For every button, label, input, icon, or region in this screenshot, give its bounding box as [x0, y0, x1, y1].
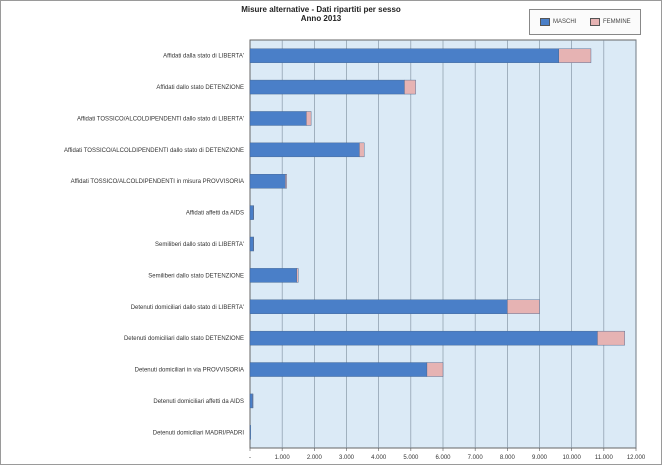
x-tick-label: 10.000 — [562, 455, 581, 461]
legend-item-femmine: FEMMINE — [590, 18, 631, 26]
bar-femmine — [306, 111, 312, 126]
bar-maschi — [249, 268, 297, 283]
x-tick-label: 2.000 — [307, 455, 323, 461]
category-label: Affidati affetti da AIDS — [186, 211, 244, 217]
category-label: Detenuti domiciliari dallo stato di LIBE… — [131, 305, 244, 311]
category-label: Semiliberi dallo stato di LIBERTA' — [155, 242, 244, 248]
legend-item-maschi: MASCHI — [540, 18, 576, 26]
legend-label-femmine: FEMMINE — [603, 19, 631, 25]
legend-label-maschi: MASCHI — [553, 19, 577, 25]
chart-subtitle: Anno 2013 — [300, 14, 342, 23]
x-tick-label: 6.000 — [435, 455, 451, 461]
bar-femmine — [253, 205, 254, 220]
bar-femmine — [507, 299, 540, 314]
bar-maschi — [249, 425, 251, 440]
legend-swatch-maschi — [540, 18, 550, 26]
bar-maschi — [249, 79, 405, 95]
bar-maschi — [249, 330, 598, 346]
bar-femmine — [597, 330, 625, 346]
x-tick-label: 9.000 — [532, 455, 548, 461]
x-tick-label: 3.000 — [339, 455, 355, 461]
x-tick-label: - — [249, 455, 251, 461]
bar-maschi — [249, 142, 360, 158]
category-label: Affidati TOSSICO/ALCOLDIPENDENTI dallo s… — [64, 148, 244, 154]
bar-maschi — [249, 48, 559, 63]
bar-femmine — [253, 236, 254, 252]
x-tick-label: 4.000 — [371, 455, 387, 461]
x-tick-label: 7.000 — [468, 455, 484, 461]
bar-femmine — [426, 362, 444, 377]
x-tick-label: 5.000 — [403, 455, 419, 461]
x-tick-label: 11.000 — [595, 455, 614, 461]
category-label: Detenuti domiciliari affetti da AIDS — [153, 399, 244, 405]
category-label: Detenuti domiciliari in via PROVVISORIA — [135, 368, 244, 374]
bar-femmine — [404, 79, 416, 95]
category-label: Affidati TOSSICO/ALCOLDIPENDENTI dallo s… — [77, 116, 244, 122]
bar-femmine — [252, 393, 254, 409]
chart-title-block: Misure alternative - Dati ripartiti per … — [196, 5, 446, 23]
category-label: Affidati dalla stato di LIBERTA' — [163, 54, 244, 60]
category-label: Affidati TOSSICO/ALCOLDIPENDENTI in misu… — [71, 179, 244, 185]
bar-maschi — [249, 362, 428, 377]
category-label: Detenuti domiciliari dallo stato DETENZI… — [124, 336, 244, 342]
x-tick-label: 8.000 — [500, 455, 516, 461]
category-label: Affidati dallo stato DETENZIONE — [156, 85, 244, 91]
bar-femmine — [558, 48, 592, 63]
bar-femmine — [359, 142, 365, 158]
bar-femmine — [285, 174, 287, 189]
bar-femmine — [296, 268, 299, 283]
category-label: Detenuti domiciliari MADRI/PADRI — [153, 430, 245, 436]
x-tick-label: 12.000 — [627, 455, 646, 461]
bar-maschi — [249, 236, 254, 252]
category-label: Semiliberi dallo stato DETENZIONE — [148, 273, 244, 279]
bar-maschi — [249, 111, 307, 126]
bar-maschi — [249, 205, 254, 220]
legend-swatch-femmine — [590, 18, 600, 26]
chart-title: Misure alternative - Dati ripartiti per … — [241, 5, 401, 14]
bar-maschi — [249, 393, 253, 409]
x-tick-label: 1.000 — [275, 455, 291, 461]
chart-legend: MASCHI FEMMINE — [529, 9, 641, 35]
bar-maschi — [249, 174, 286, 189]
bar-maschi — [249, 299, 508, 314]
